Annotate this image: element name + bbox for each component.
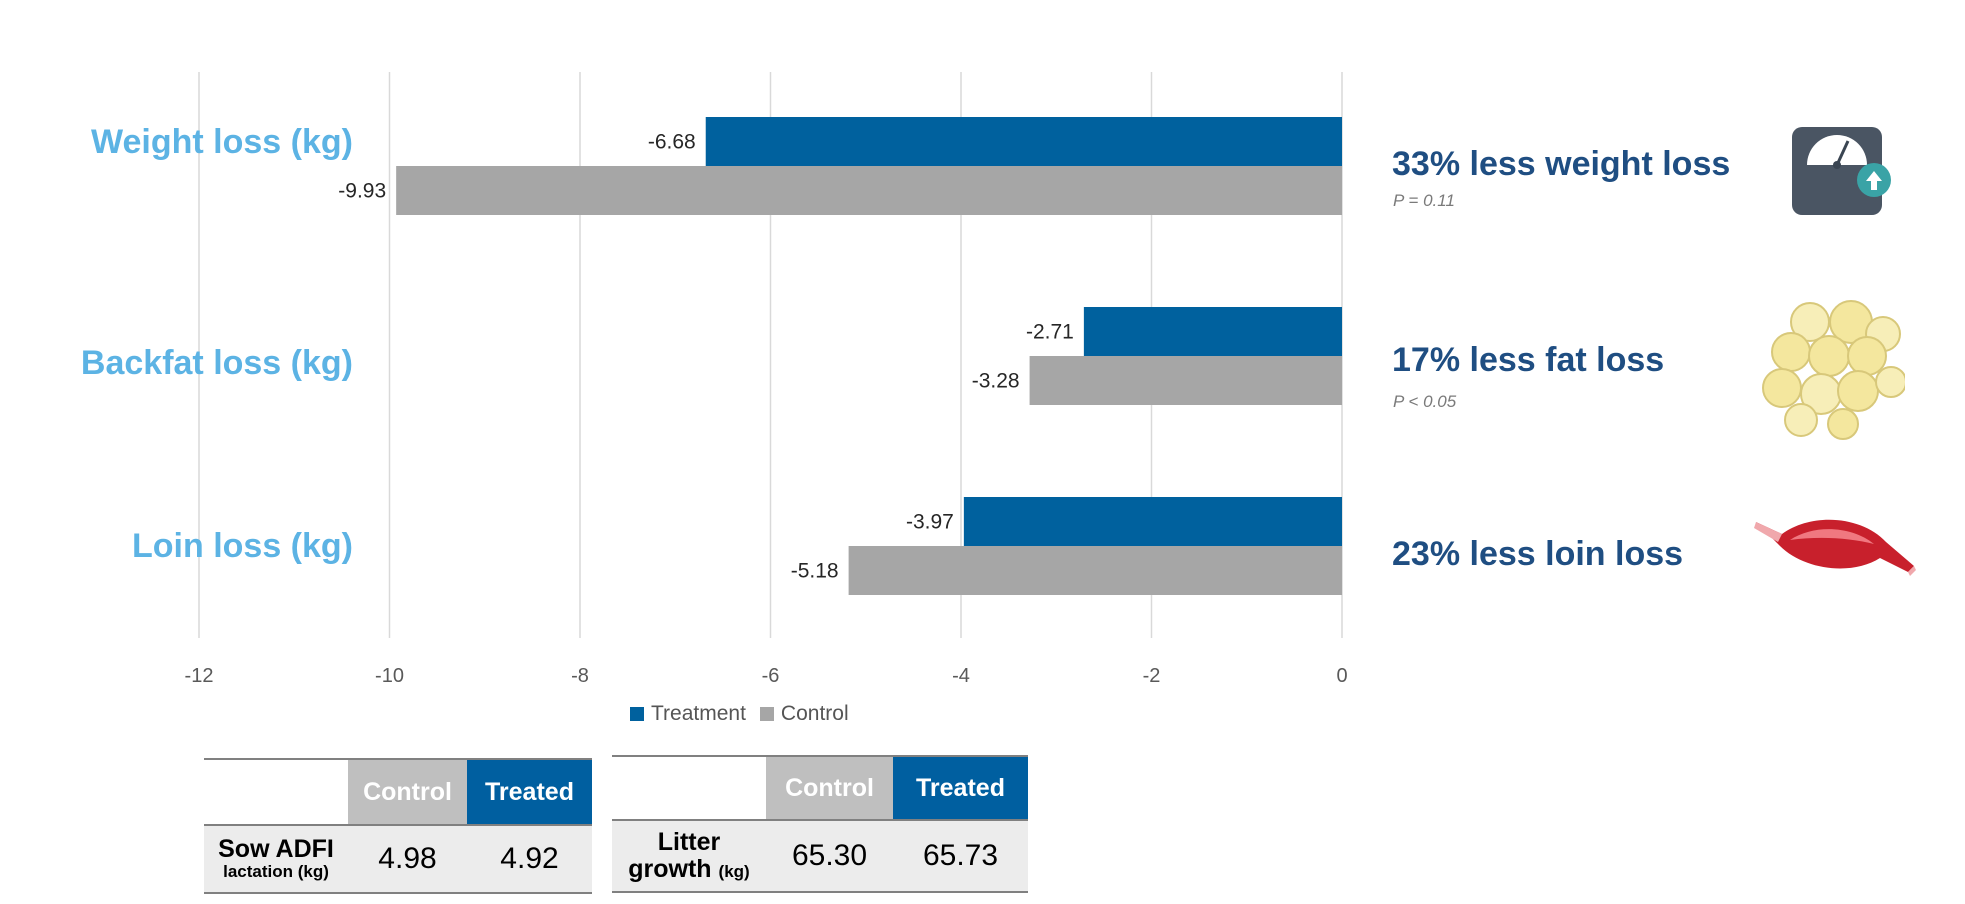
legend-label-control: Control [780, 702, 849, 725]
feed-row-sublabel: lactation (kg) [223, 862, 329, 882]
bars [396, 117, 1343, 595]
litter-row-label-growth: growth [628, 855, 712, 883]
feed-header-control: Control [348, 760, 467, 824]
bar-control [848, 546, 1342, 595]
feed-control-value: 4.98 [348, 826, 467, 892]
data-label-control: -5.18 [791, 560, 839, 583]
litter-treated-value: 65.73 [893, 821, 1028, 891]
x-axis-ticks: -12 -10 -8 -6 -4 -2 0 [185, 665, 1348, 687]
legend-item-treatment: Treatment [630, 702, 746, 726]
legend-swatch-control [759, 707, 774, 721]
bar-control [1029, 356, 1342, 405]
litter-row-label-line2: growth (kg) [628, 855, 750, 884]
x-tick-label: -6 [762, 665, 780, 687]
bar-control [396, 166, 1343, 215]
x-tick-label: -4 [952, 665, 970, 687]
feed-row-label: Sow ADFI lactation (kg) [204, 826, 348, 892]
litter-row-label: Litter growth (kg) [612, 821, 766, 891]
bar-treatment [963, 497, 1342, 546]
category-label-loin: Loin loss (kg) [132, 527, 353, 565]
p-value-backfat: P < 0.05 [1393, 392, 1457, 411]
litter-row-sublabel: (kg) [718, 862, 750, 881]
x-tick-label: -12 [185, 665, 214, 687]
headline-backfat: 17% less fat loss [1392, 341, 1665, 379]
bar-treatment [705, 117, 1342, 166]
x-tick-label: -2 [1143, 665, 1161, 687]
headline-loin: 23% less loin loss [1392, 535, 1684, 573]
litter-header-control: Control [766, 757, 893, 819]
data-label-control: -3.28 [972, 370, 1020, 393]
data-labels: -6.68 -2.71 -3.97 -9.93 -3.28 -5.18 [338, 131, 1074, 583]
legend: Treatment Control [630, 702, 863, 726]
litter-growth-table: Control Treated Litter growth (kg) 65.30… [612, 755, 1028, 893]
scale-icon [1792, 127, 1891, 215]
legend-item-control: Control [759, 702, 849, 726]
feed-row-label-main: Sow ADFI [218, 834, 334, 863]
category-label-weight: Weight loss (kg) [91, 123, 353, 161]
feed-header-treated: Treated [467, 760, 592, 824]
feed-intake-table: Control Treated Sow ADFI lactation (kg) … [204, 758, 592, 894]
data-label-control: -9.93 [338, 180, 386, 203]
data-label-treatment: -2.71 [1026, 321, 1074, 344]
data-label-treatment: -6.68 [648, 131, 696, 154]
p-value-weight: P = 0.11 [1393, 191, 1455, 210]
bar-treatment [1083, 307, 1342, 356]
legend-label-treatment: Treatment [651, 702, 746, 725]
table-corner [612, 757, 766, 819]
muscle-icon [1754, 519, 1916, 576]
headline-weight: 33% less weight loss [1392, 145, 1731, 183]
litter-header-treated: Treated [893, 757, 1028, 819]
table-corner [204, 760, 348, 824]
x-tick-label: 0 [1336, 665, 1347, 687]
x-tick-label: -8 [571, 665, 589, 687]
litter-control-value: 65.30 [766, 821, 893, 891]
category-label-backfat: Backfat loss (kg) [80, 344, 353, 382]
x-tick-label: -10 [375, 665, 404, 687]
litter-row-label-main: Litter [657, 827, 721, 856]
feed-treated-value: 4.92 [467, 826, 592, 892]
legend-swatch-treatment [630, 707, 644, 721]
data-label-treatment: -3.97 [906, 511, 954, 534]
fat-cells-icon [1762, 300, 1905, 440]
